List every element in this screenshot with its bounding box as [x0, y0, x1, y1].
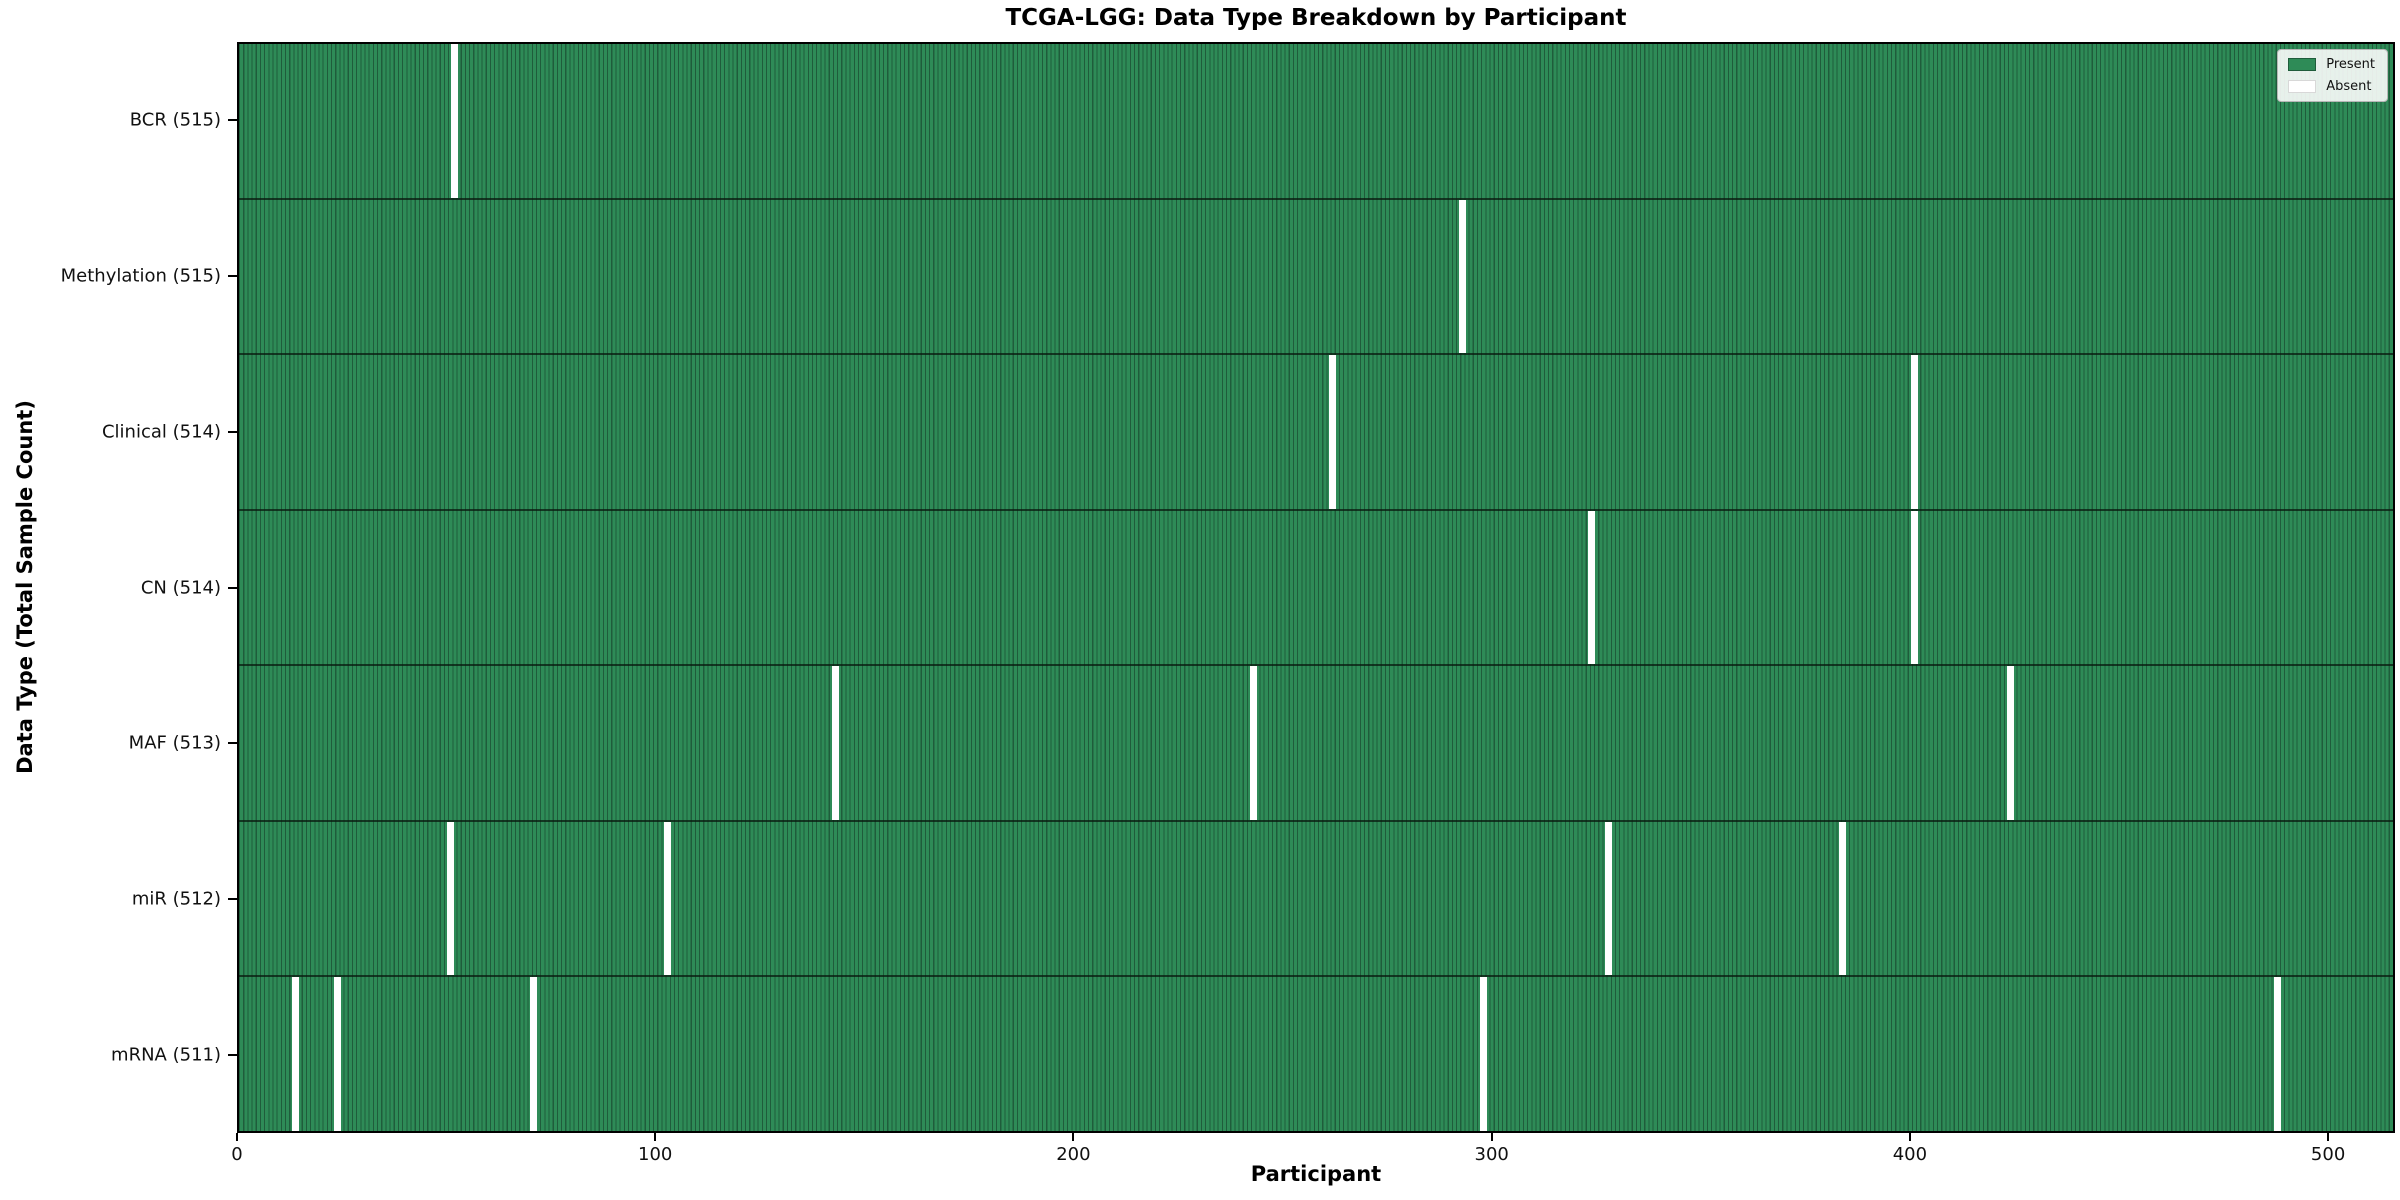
- absent-gap: [2274, 977, 2282, 1132]
- x-tick-label: 300: [1474, 1144, 1509, 1165]
- absent-gap: [664, 821, 672, 976]
- y-tick-mark: [228, 742, 237, 745]
- absent-gap: [333, 977, 341, 1132]
- x-tick-label: 500: [2310, 1144, 2346, 1165]
- absent-gap: [292, 977, 299, 1132]
- y-tick-label: BCR (515): [129, 109, 221, 131]
- x-tick-mark: [654, 1133, 657, 1141]
- absent-gap: [1910, 510, 1918, 665]
- y-tick-mark: [228, 118, 237, 121]
- heatmap-row-clinical: [239, 353, 2393, 509]
- x-tick-label: 400: [1892, 1144, 1928, 1165]
- heatmap-row-mrna: [239, 975, 2393, 1132]
- y-tick-mark: [228, 898, 237, 901]
- x-axis-ticks: 0 100 200 300 400 500: [231, 1133, 2395, 1183]
- heatmap-row-cn: [239, 508, 2393, 665]
- heatmap-row-bcr: [239, 44, 2393, 198]
- y-tick-label: MAF (513): [128, 732, 221, 754]
- legend-item-present: Present: [2288, 57, 2375, 72]
- absent-gap: [1910, 355, 1918, 509]
- absent-gap: [1458, 199, 1466, 354]
- y-tick-label: Methylation (515): [60, 265, 221, 287]
- plot-area: Present Absent: [237, 42, 2395, 1133]
- legend-label-present: Present: [2326, 57, 2375, 72]
- heatmap-row-methylation: [239, 197, 2393, 354]
- y-tick-mark: [228, 586, 237, 589]
- y-tick-mark: [228, 430, 237, 433]
- y-tick-label: CN (514): [140, 577, 221, 598]
- x-tick-label: 100: [638, 1144, 673, 1165]
- x-tick-mark: [2327, 1133, 2330, 1141]
- x-axis-label: Participant: [1250, 1162, 1382, 1186]
- y-tick-mark: [228, 274, 237, 277]
- heatmap-rows: [239, 44, 2393, 1132]
- legend: Present Absent: [2277, 49, 2388, 102]
- legend-item-absent: Absent: [2288, 79, 2375, 94]
- absent-gap: [530, 977, 538, 1132]
- absent-gap: [1329, 355, 1337, 509]
- absent-swatch-icon: [2288, 80, 2317, 93]
- x-tick-mark: [236, 1133, 238, 1141]
- absent-gap: [446, 821, 454, 976]
- x-tick-mark: [1072, 1133, 1075, 1141]
- absent-gap: [1588, 510, 1596, 665]
- absent-gap: [1605, 821, 1613, 976]
- legend-label-absent: Absent: [2326, 79, 2372, 94]
- x-tick-label: 0: [231, 1144, 243, 1165]
- y-tick-label: miR (512): [131, 888, 221, 910]
- x-tick-label: 200: [1056, 1144, 1091, 1165]
- absent-gap: [831, 666, 839, 820]
- absent-gap: [1839, 821, 1847, 976]
- y-axis-label: Data Type (Total Sample Count): [13, 400, 37, 774]
- absent-gap: [1479, 977, 1487, 1132]
- present-swatch-icon: [2288, 58, 2317, 71]
- x-tick-mark: [1908, 1133, 1911, 1141]
- absent-gap: [2006, 666, 2014, 820]
- x-tick-mark: [1490, 1133, 1493, 1141]
- absent-gap: [450, 44, 458, 198]
- heatmap-row-maf: [239, 664, 2393, 820]
- y-tick-mark: [228, 1054, 237, 1057]
- heatmap-row-mir: [239, 819, 2393, 976]
- absent-gap: [1249, 666, 1257, 820]
- y-tick-label: Clinical (514): [101, 421, 221, 443]
- y-tick-label: mRNA (511): [111, 1044, 221, 1066]
- chart-title: TCGA-LGG: Data Type Breakdown by Partici…: [1005, 5, 1627, 31]
- y-axis-ticks: BCR (515) Methylation (515) Clinical (514)…: [0, 42, 237, 1133]
